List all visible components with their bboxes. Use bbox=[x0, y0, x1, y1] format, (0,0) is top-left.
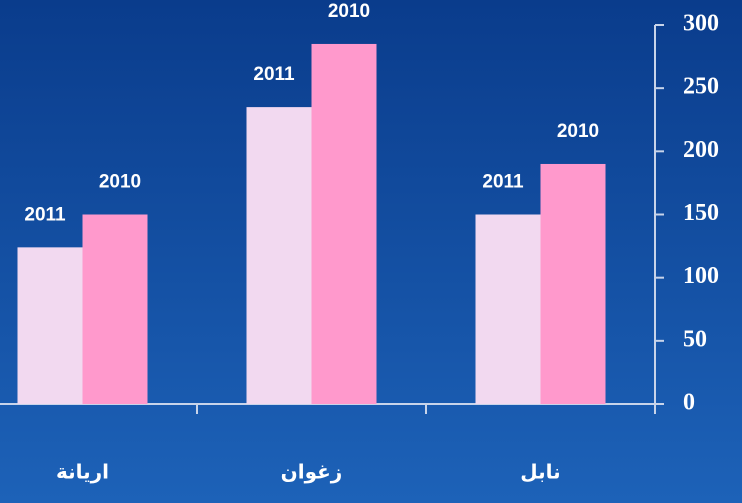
x-tick-label: اريانة bbox=[56, 460, 109, 484]
bar-series-label: 2011 bbox=[253, 64, 295, 85]
bar-series-label: 2010 bbox=[557, 121, 599, 142]
bar-series-label: 2011 bbox=[24, 204, 66, 225]
bar-series-label: 2011 bbox=[482, 172, 524, 193]
x-tick-label: زغوان bbox=[281, 460, 343, 484]
y-tick-label: 0 bbox=[683, 390, 695, 416]
bar-series-label: 2010 bbox=[99, 172, 141, 193]
bar bbox=[17, 247, 83, 404]
y-tick-label: 150 bbox=[683, 200, 719, 226]
bar bbox=[311, 43, 377, 404]
bar-series-label: 2010 bbox=[328, 1, 370, 22]
y-tick-label: 200 bbox=[683, 137, 719, 163]
bar bbox=[475, 214, 541, 404]
bar bbox=[246, 107, 312, 404]
x-tick-label: نابل bbox=[520, 460, 560, 484]
y-tick-label: 50 bbox=[683, 326, 707, 352]
bar bbox=[540, 163, 606, 404]
bar bbox=[82, 214, 148, 404]
y-tick-label: 250 bbox=[683, 74, 719, 100]
y-tick-label: 300 bbox=[683, 11, 719, 37]
y-tick-label: 100 bbox=[683, 263, 719, 289]
